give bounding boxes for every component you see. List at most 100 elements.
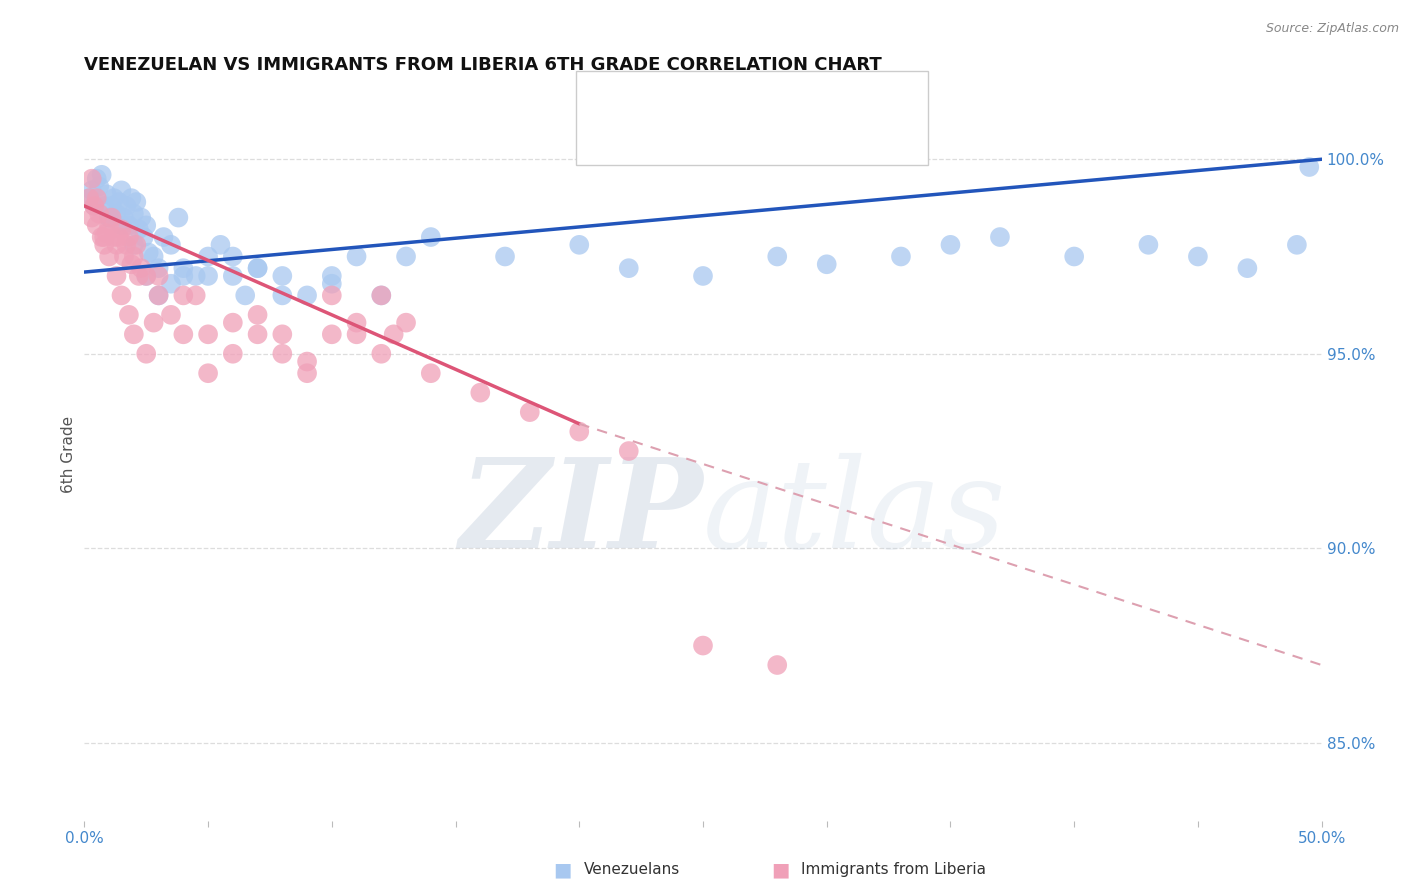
Point	[197, 327, 219, 342]
Point	[766, 658, 789, 673]
Bar	[598, 85, 630, 112]
Point	[129, 261, 152, 276]
Bar	[598, 124, 630, 152]
Point	[617, 444, 640, 458]
Point	[90, 230, 112, 244]
Point	[419, 366, 441, 380]
Point	[110, 183, 132, 197]
Point	[103, 230, 125, 244]
Point	[160, 308, 183, 322]
Point	[105, 237, 128, 252]
Point	[110, 288, 132, 302]
Point	[108, 194, 131, 209]
Point	[1285, 237, 1308, 252]
Point	[129, 211, 152, 225]
Point	[89, 179, 111, 194]
Point	[108, 230, 131, 244]
Point	[295, 366, 318, 380]
Point	[939, 237, 962, 252]
Point	[152, 230, 174, 244]
Point	[172, 268, 194, 283]
Point	[988, 230, 1011, 244]
Point	[172, 288, 194, 302]
Point	[79, 191, 101, 205]
Point	[98, 250, 121, 264]
Point	[128, 268, 150, 283]
Point	[692, 268, 714, 283]
Point	[1063, 250, 1085, 264]
Point	[382, 327, 405, 342]
Text: R =  0.315   N = 71: R = 0.315 N = 71	[643, 89, 849, 107]
Point	[110, 222, 132, 236]
Point	[112, 211, 135, 225]
Point	[321, 327, 343, 342]
Point	[86, 191, 108, 205]
Point	[519, 405, 541, 419]
Point	[120, 257, 142, 271]
Text: Venezuelans: Venezuelans	[583, 863, 679, 877]
Point	[184, 288, 207, 302]
Point	[1236, 261, 1258, 276]
Point	[1137, 237, 1160, 252]
Point	[692, 639, 714, 653]
Point	[79, 191, 101, 205]
Point	[148, 268, 170, 283]
Point	[93, 199, 115, 213]
Point	[321, 288, 343, 302]
Point	[295, 354, 318, 368]
Point	[118, 219, 141, 233]
Point	[271, 268, 294, 283]
Point	[125, 194, 148, 209]
Point	[197, 268, 219, 283]
Text: atlas: atlas	[703, 452, 1007, 574]
Point	[93, 230, 115, 244]
Point	[135, 268, 157, 283]
Point	[617, 261, 640, 276]
Point	[89, 207, 111, 221]
Point	[118, 230, 141, 244]
Point	[568, 237, 591, 252]
Point	[197, 366, 219, 380]
Point	[346, 327, 368, 342]
Point	[135, 268, 157, 283]
Point	[110, 219, 132, 233]
Point	[395, 250, 418, 264]
Point	[103, 191, 125, 205]
Point	[90, 168, 112, 182]
Text: ZIP: ZIP	[460, 452, 703, 574]
Point	[98, 211, 121, 225]
Point	[370, 288, 392, 302]
Point	[494, 250, 516, 264]
Point	[112, 250, 135, 264]
Point	[80, 183, 103, 197]
Point	[271, 327, 294, 342]
Point	[295, 288, 318, 302]
Point	[766, 250, 789, 264]
Text: VENEZUELAN VS IMMIGRANTS FROM LIBERIA 6TH GRADE CORRELATION CHART: VENEZUELAN VS IMMIGRANTS FROM LIBERIA 6T…	[84, 56, 882, 74]
Point	[395, 316, 418, 330]
Text: Immigrants from Liberia: Immigrants from Liberia	[801, 863, 987, 877]
Point	[167, 211, 190, 225]
Point	[105, 207, 128, 221]
Point	[122, 250, 145, 264]
Point	[246, 327, 269, 342]
Text: ■: ■	[553, 860, 572, 880]
Point	[86, 171, 108, 186]
Point	[148, 288, 170, 302]
Point	[148, 261, 170, 276]
Point	[1187, 250, 1209, 264]
Point	[160, 277, 183, 291]
Point	[470, 385, 492, 400]
Point	[115, 199, 138, 213]
Point	[122, 327, 145, 342]
Point	[128, 222, 150, 236]
Point	[86, 219, 108, 233]
Point	[233, 288, 256, 302]
Point	[184, 268, 207, 283]
Point	[197, 250, 219, 264]
Point	[172, 327, 194, 342]
Point	[222, 347, 245, 361]
Point	[83, 199, 105, 213]
Point	[222, 268, 245, 283]
Text: ■: ■	[770, 860, 790, 880]
